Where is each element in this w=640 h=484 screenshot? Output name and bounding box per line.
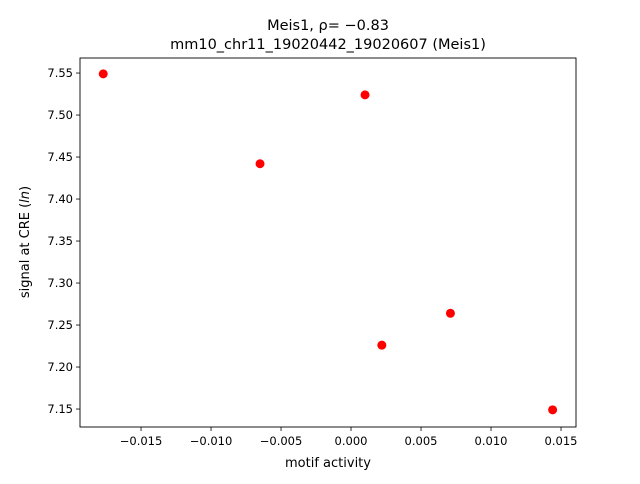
y-tick-label: 7.20 [47, 360, 73, 374]
x-tick-label: −0.010 [190, 434, 233, 448]
y-tick-label: 7.35 [47, 234, 73, 248]
data-point [360, 90, 370, 100]
x-axis-label: motif activity [285, 456, 371, 471]
data-point [255, 159, 265, 169]
x-tick-label: 0.000 [335, 434, 368, 448]
y-tick-label: 7.30 [47, 276, 73, 290]
data-point [98, 69, 108, 79]
data-point [377, 340, 387, 350]
y-tick-label: 7.50 [47, 108, 73, 122]
data-point [445, 308, 455, 318]
plot-frame [79, 57, 577, 428]
y-tick-label: 7.15 [47, 402, 73, 416]
data-point [548, 405, 558, 415]
y-tick-label: 7.40 [47, 192, 73, 206]
y-tick-label: 7.25 [47, 318, 73, 332]
chart-title-line1: Meis1, ρ= −0.83 [267, 18, 389, 34]
x-tick-label: 0.005 [405, 434, 438, 448]
y-tick-label: 7.45 [47, 150, 73, 164]
x-tick-label: −0.015 [120, 434, 163, 448]
chart-title-line2: mm10_chr11_19020442_19020607 (Meis1) [170, 37, 486, 53]
x-tick-label: 0.010 [475, 434, 508, 448]
y-axis-label: signal at CRE (ln) [18, 186, 33, 298]
y-tick-label: 7.55 [47, 66, 73, 80]
x-tick-label: −0.005 [260, 434, 303, 448]
x-tick-label: 0.015 [545, 434, 578, 448]
